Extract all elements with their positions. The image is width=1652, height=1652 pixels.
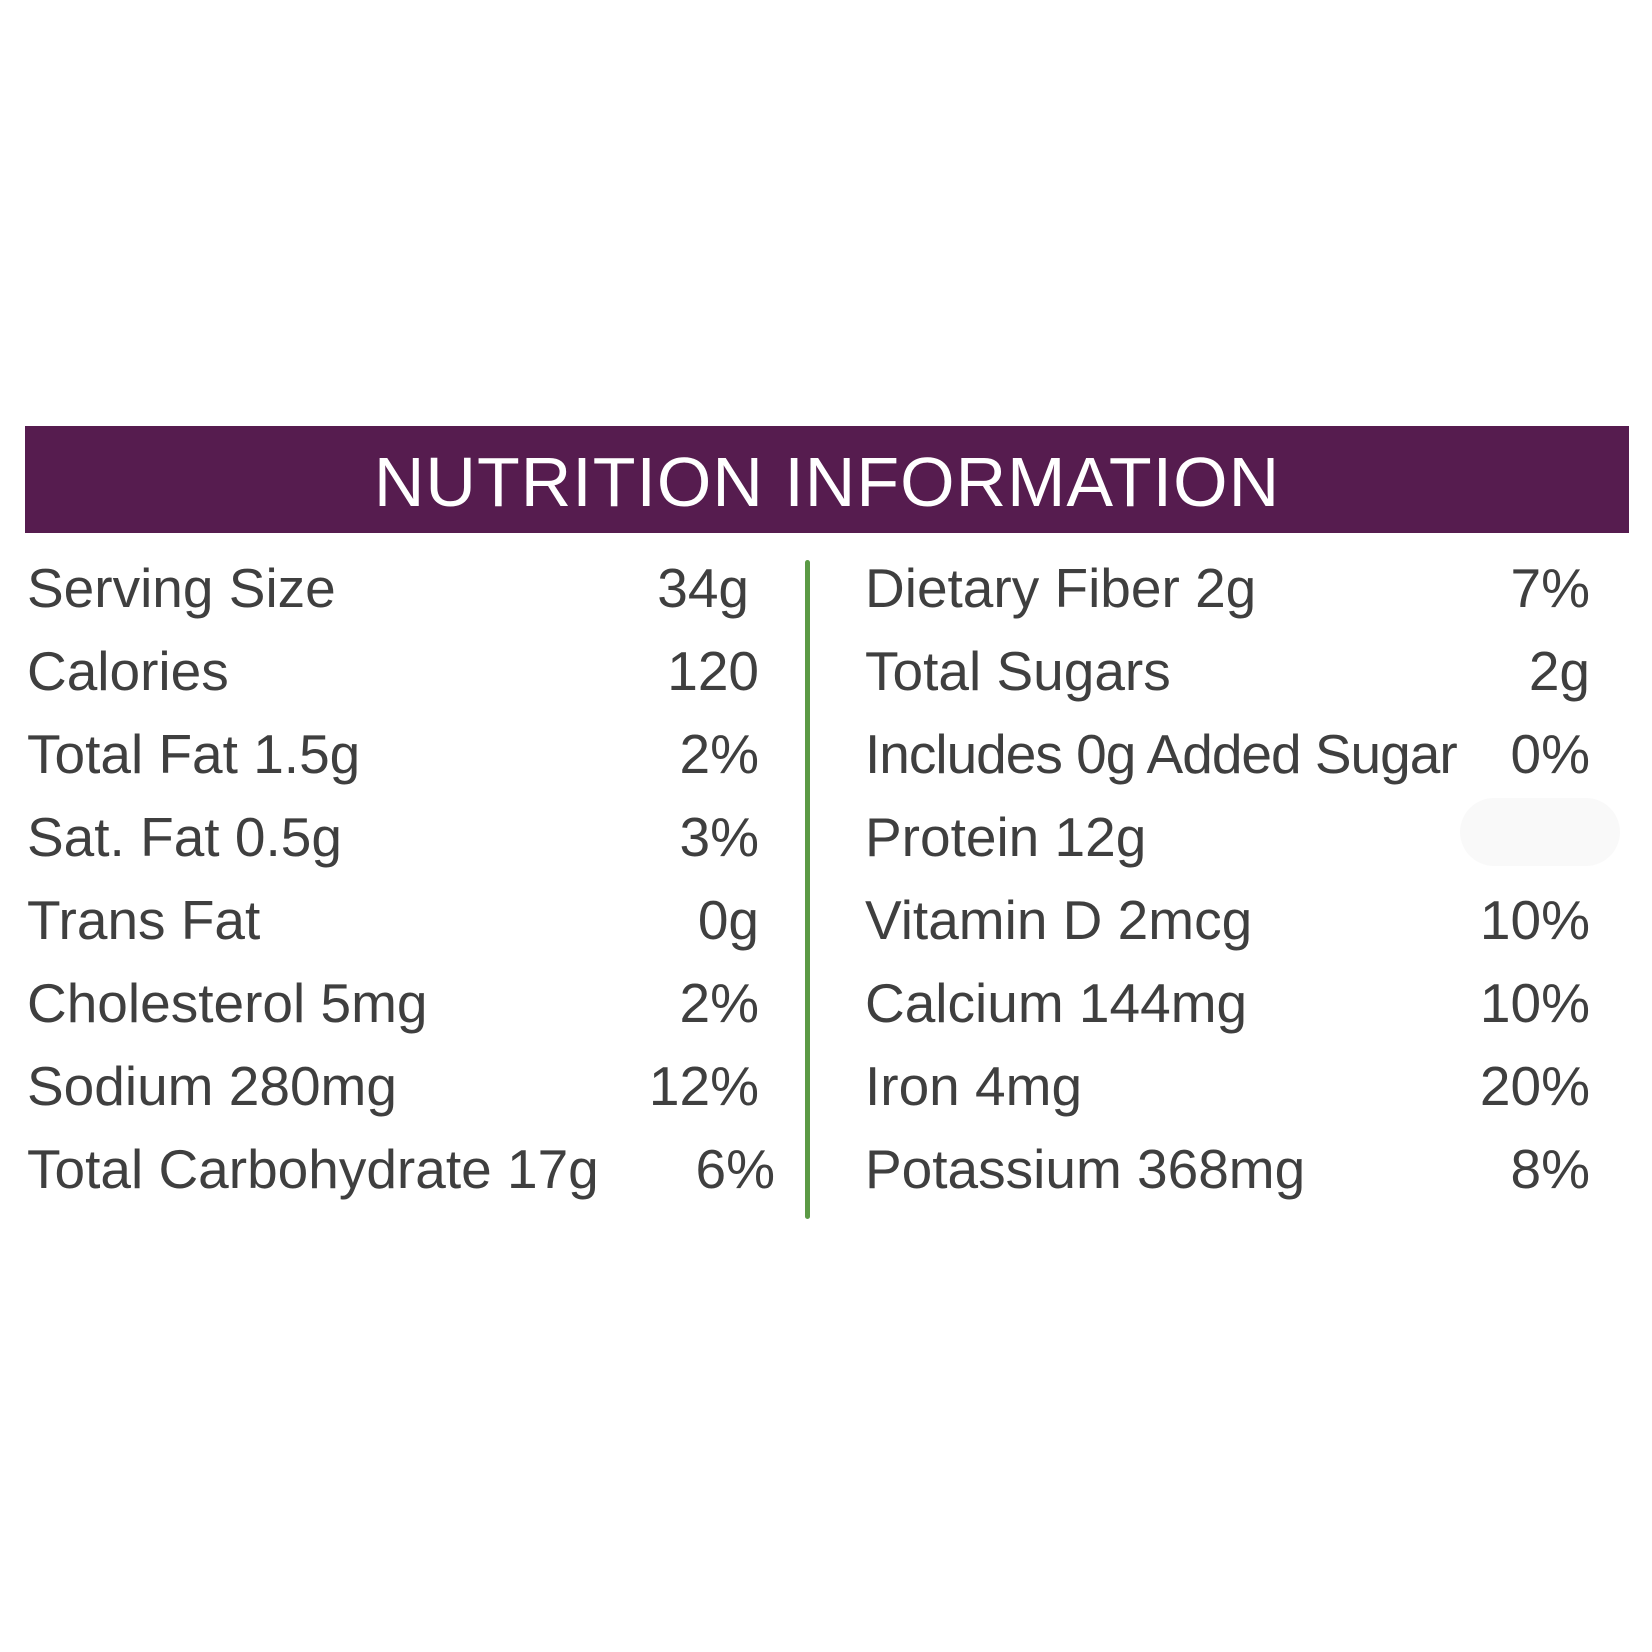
nutrient-value: 10% [1479, 889, 1590, 951]
nutrient-label: Dietary Fiber 2g [865, 557, 1257, 619]
nutrient-row-protein: Protein 12g [865, 797, 1590, 877]
nutrient-row-serving-size: Serving Size 34g [27, 548, 759, 628]
nutrient-label: Calcium 144mg [865, 972, 1248, 1034]
nutrient-value: 7% [1510, 557, 1591, 619]
nutrient-row-total-carbohydrate: Total Carbohydrate 17g 6% [27, 1129, 775, 1209]
nutrient-value: 6% [695, 1138, 776, 1200]
nutrient-row-sodium: Sodium 280mg 12% [27, 1046, 759, 1126]
nutrient-row-potassium: Potassium 368mg 8% [865, 1129, 1590, 1209]
nutrient-value: 2% [679, 972, 760, 1034]
nutrient-label: Potassium 368mg [865, 1138, 1306, 1200]
nutrient-value: 3% [679, 806, 760, 868]
nutrition-header-bar: NUTRITION INFORMATION [25, 426, 1629, 533]
column-divider [805, 560, 810, 1219]
nutrient-label: Total Carbohydrate 17g [27, 1138, 599, 1200]
nutrient-value: 0g [697, 889, 759, 951]
nutrient-label: Protein 12g [865, 806, 1147, 868]
nutrient-label: Iron 4mg [865, 1055, 1083, 1117]
nutrient-value: 34g [657, 557, 749, 619]
nutrient-row-calories: Calories 120 [27, 631, 759, 711]
nutrient-label: Sat. Fat 0.5g [27, 806, 342, 868]
nutrient-row-dietary-fiber: Dietary Fiber 2g 7% [865, 548, 1590, 628]
nutrient-row-total-sugars: Total Sugars 2g [865, 631, 1590, 711]
nutrient-value: 120 [667, 640, 759, 702]
nutrient-label: Calories [27, 640, 229, 702]
protein-value-shade [1460, 798, 1620, 866]
nutrient-row-calcium: Calcium 144mg 10% [865, 963, 1590, 1043]
nutrient-row-added-sugar: Includes 0g Added Sugar 0% [865, 714, 1590, 794]
nutrient-row-iron: Iron 4mg 20% [865, 1046, 1590, 1126]
page-title: NUTRITION INFORMATION [373, 442, 1281, 521]
nutrient-label: Includes 0g Added Sugar [865, 723, 1458, 785]
nutrient-row-vitamin-d: Vitamin D 2mcg 10% [865, 880, 1590, 960]
nutrient-label: Total Sugars [865, 640, 1171, 702]
nutrient-label: Total Fat 1.5g [27, 723, 361, 785]
nutrient-value: 2g [1528, 640, 1590, 702]
nutrient-value: 20% [1479, 1055, 1590, 1117]
nutrient-label: Serving Size [27, 557, 336, 619]
nutrient-value: 2% [679, 723, 760, 785]
nutrient-row-total-fat: Total Fat 1.5g 2% [27, 714, 759, 794]
nutrient-row-cholesterol: Cholesterol 5mg 2% [27, 963, 759, 1043]
nutrient-label: Vitamin D 2mcg [865, 889, 1253, 951]
nutrient-value: 8% [1510, 1138, 1591, 1200]
nutrient-label: Trans Fat [27, 889, 261, 951]
nutrient-value: 10% [1479, 972, 1590, 1034]
nutrient-label: Cholesterol 5mg [27, 972, 428, 1034]
nutrient-row-sat-fat: Sat. Fat 0.5g 3% [27, 797, 759, 877]
nutrient-value: 0% [1510, 723, 1591, 785]
nutrient-value: 12% [648, 1055, 759, 1117]
nutrient-label: Sodium 280mg [27, 1055, 397, 1117]
nutrient-row-trans-fat: Trans Fat 0g [27, 880, 759, 960]
